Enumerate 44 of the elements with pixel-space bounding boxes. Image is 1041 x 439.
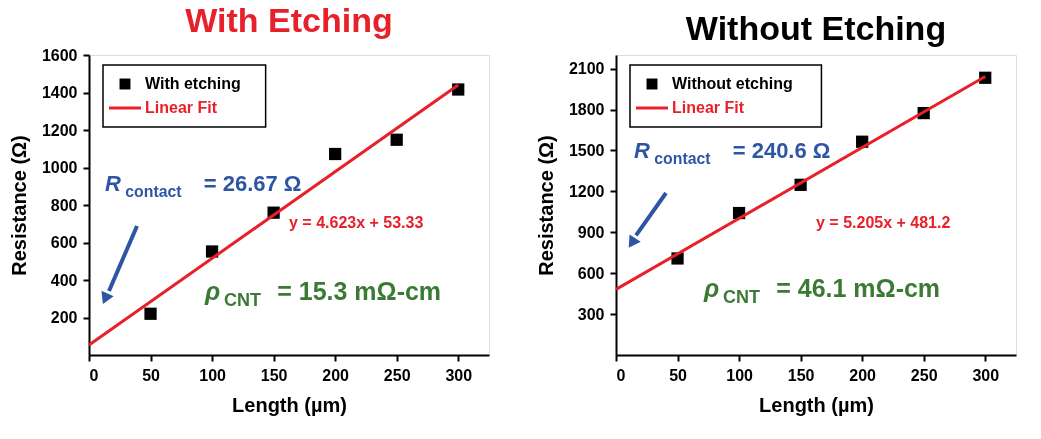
x-axis-title: Length (µm) [232, 393, 347, 416]
legend-label: With etching [145, 75, 241, 92]
y-tick-label: 2100 [568, 60, 605, 78]
y-tick-label: 1000 [41, 159, 78, 176]
legend-label: Linear Fit [672, 99, 745, 116]
y-tick-label: 800 [50, 196, 78, 214]
point [144, 307, 157, 320]
x-tick-label: 150 [787, 366, 815, 384]
x-axis-title: Length (µm) [759, 393, 874, 416]
y-tick-label: 600 [577, 264, 605, 282]
chart-title: Without Etching [685, 9, 947, 47]
x-tick-label: 150 [260, 366, 288, 384]
x-tick-label: 100 [726, 366, 754, 384]
y-tick-label: 1600 [41, 46, 78, 64]
y-tick-label: 1800 [568, 101, 605, 119]
x-tick-label: 300 [972, 366, 1000, 384]
legend-label: Linear Fit [145, 99, 218, 116]
y-tick-label: 400 [50, 271, 78, 289]
x-tick-label: 50 [669, 366, 688, 384]
x-tick-label: 250 [383, 366, 411, 384]
legend-label: Without etching [672, 75, 793, 92]
y-axis-title: Resistance (Ω) [7, 135, 30, 276]
x-tick-label: 50 [142, 366, 161, 384]
y-tick-label: 900 [577, 223, 605, 241]
point [329, 147, 342, 161]
x-tick-label: 100 [199, 366, 227, 384]
x-tick-label: 0 [616, 366, 626, 384]
x-tick-label: 300 [445, 366, 473, 384]
y-axis-title: Resistance (Ω) [534, 135, 557, 276]
x-tick-label: 200 [322, 366, 350, 384]
chart-title: With Etching [185, 1, 393, 39]
x-tick-label: 0 [89, 366, 99, 384]
y-tick-label: 200 [50, 309, 78, 326]
point [390, 133, 403, 146]
y-tick-label: 1200 [568, 182, 605, 200]
annotation: y = 5.205x + 481.2 [816, 214, 951, 231]
y-tick-label: 1500 [568, 141, 605, 159]
annotation: y = 4.623x + 53.33 [289, 214, 424, 231]
y-tick-label: 600 [50, 234, 78, 251]
y-tick-label: 1200 [41, 121, 78, 139]
y-tick-label: 300 [577, 305, 605, 323]
x-tick-label: 200 [849, 366, 877, 384]
y-tick-label: 1400 [41, 84, 78, 101]
x-tick-label: 250 [910, 366, 938, 384]
